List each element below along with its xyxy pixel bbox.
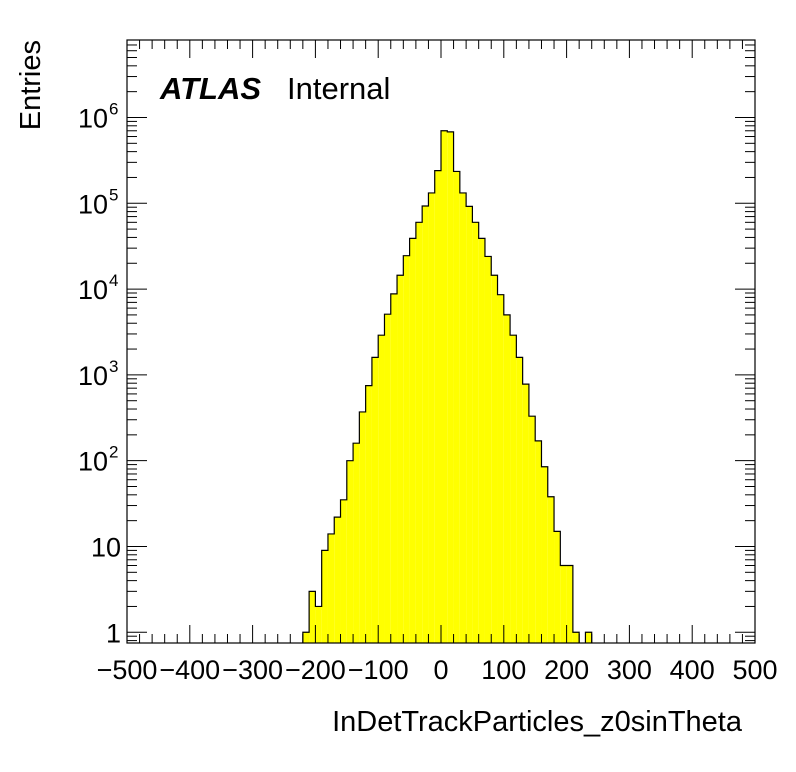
atlas-label: ATLAS [159, 71, 261, 106]
x-tick-label: −300 [222, 655, 283, 685]
histogram-bin [453, 171, 460, 643]
y-tick-exponent: 3 [109, 357, 118, 376]
histogram-bin [484, 256, 492, 643]
y-tick-label: 10 [78, 447, 108, 477]
histogram-bin [403, 255, 410, 643]
histogram-bin [447, 131, 454, 644]
x-tick-label: 300 [607, 655, 652, 685]
histogram-bin [510, 335, 517, 643]
histogram-bin [346, 460, 354, 643]
x-tick-label: −400 [159, 655, 220, 685]
histogram-bin [459, 192, 467, 643]
x-tick-labels: −500 −400 −300 −200 −100 0 100 200 300 400 500 [97, 655, 778, 685]
histogram-bin [315, 606, 322, 643]
x-tick-label: −100 [348, 655, 409, 685]
histogram-bin [572, 632, 580, 643]
histogram-bin [359, 411, 366, 643]
histogram-bin [309, 591, 316, 643]
histogram-bin [353, 443, 360, 643]
histogram-bin [302, 632, 310, 643]
histogram-bin [466, 206, 473, 643]
histogram-bin [321, 550, 328, 643]
x-tick-label: 0 [433, 655, 448, 685]
x-tick-label: −500 [97, 655, 158, 685]
histogram-bin [415, 222, 423, 643]
histogram-bin [397, 275, 404, 643]
histogram-bin [327, 533, 335, 643]
y-tick-exponent: 6 [109, 99, 118, 118]
internal-label: Internal [287, 71, 390, 106]
histogram-bin [528, 416, 536, 643]
histogram-bin [541, 466, 548, 643]
histogram-bin [422, 205, 429, 643]
histogram-bin [378, 335, 385, 643]
histogram-bin [522, 384, 529, 643]
histogram-bin [428, 192, 435, 643]
x-tick-label: 200 [544, 655, 589, 685]
y-tick-label: 10 [78, 103, 108, 133]
y-tick-label: 10 [78, 275, 108, 305]
histogram-bin [516, 357, 523, 643]
histogram-bin [390, 293, 398, 643]
histogram-bin [585, 632, 592, 643]
histogram-bin [503, 314, 511, 643]
histogram-bin [409, 238, 416, 643]
histogram-bin [441, 130, 448, 644]
histogram-bin [478, 238, 485, 643]
y-tick-exponent: 2 [109, 443, 118, 462]
y-tick-label: 1 [106, 618, 121, 648]
histogram-bin [384, 314, 391, 643]
histogram-bars [302, 130, 592, 644]
x-axis-title: InDetTrackParticles_z0sinTheta [332, 706, 743, 738]
histogram-bin [554, 531, 561, 643]
axis-ticks [126, 39, 756, 643]
x-tick-label: 500 [732, 655, 777, 685]
histogram-bin [434, 170, 441, 644]
x-tick-label: −200 [285, 655, 346, 685]
y-tick-label: 10 [91, 532, 121, 562]
y-tick-label: 10 [78, 361, 108, 391]
y-tick-exponent: 5 [109, 185, 118, 204]
histogram-bin [371, 357, 379, 643]
histogram-bin [535, 440, 542, 643]
histogram-bin [340, 499, 347, 643]
y-tick-exponent: 4 [109, 271, 118, 290]
histogram-bin [472, 222, 479, 643]
x-tick-label: 100 [481, 655, 526, 685]
y-axis-title: Entries [15, 40, 47, 130]
histogram-bin [365, 385, 372, 643]
histogram-bin [566, 565, 573, 643]
y-tick-label: 10 [78, 189, 108, 219]
x-tick-label: 400 [670, 655, 715, 685]
histogram-bin [497, 294, 504, 643]
histogram-bin [491, 275, 498, 643]
histogram-bin [334, 517, 341, 643]
histogram-bin [547, 496, 555, 643]
histogram-bin [560, 565, 567, 643]
